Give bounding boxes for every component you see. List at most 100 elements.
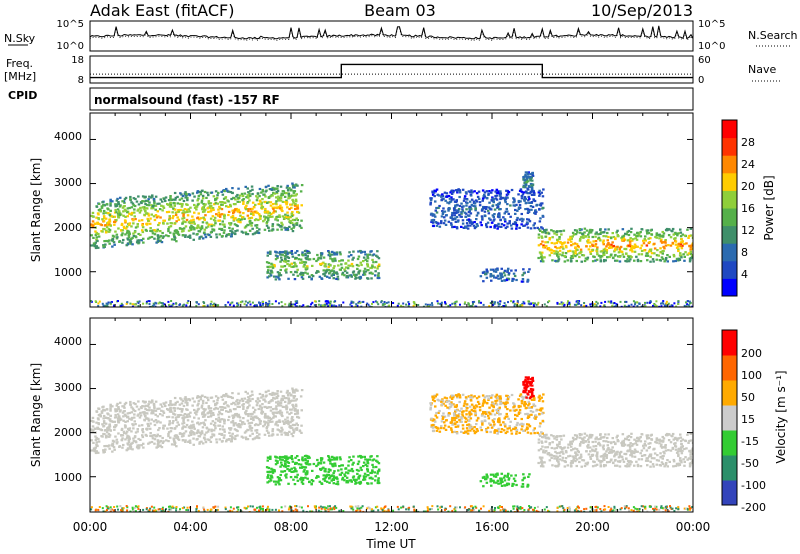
scatter-cell: [625, 252, 628, 255]
scatter-cell: [297, 459, 301, 462]
scatter-cell: [270, 212, 273, 215]
scatter-cell: [492, 274, 495, 277]
scatter-cell: [570, 240, 573, 243]
scatter-cell: [201, 221, 205, 224]
scatter-cell: [178, 432, 182, 435]
scatter-cell: [277, 195, 280, 198]
scatter-cell: [109, 200, 112, 203]
scatter-cell: [505, 278, 509, 282]
scatter-cell: [573, 229, 577, 232]
scatter-cell: [279, 430, 282, 433]
scatter-cell: [116, 212, 120, 215]
scatter-cell: [681, 244, 684, 247]
scatter-cell: [439, 222, 443, 225]
scatter-cell: [203, 302, 206, 304]
scatter-cell: [315, 476, 318, 479]
scatter-cell: [108, 428, 111, 431]
scatter-cell: [149, 422, 152, 425]
scatter-cell: [198, 423, 201, 426]
scatter-cell: [141, 400, 145, 403]
scatter-cell: [300, 184, 304, 187]
scatter-cell: [587, 238, 590, 242]
cpid-text: normalsound (fast) -157 RF: [94, 93, 280, 107]
scatter-cell: [642, 447, 646, 450]
scatter-cell: [140, 444, 143, 447]
scatter-cell: [213, 216, 217, 219]
scatter-cell: [628, 443, 631, 447]
scatter-cell: [690, 244, 693, 247]
scatter-cell: [562, 302, 565, 305]
scatter-cell: [368, 305, 371, 307]
scatter-cell: [459, 303, 461, 306]
scatter-cell: [247, 191, 250, 194]
scatter-cell: [279, 479, 283, 482]
scatter-cell: [286, 468, 289, 471]
scatter-cell: [184, 430, 188, 433]
scatter-cell: [220, 395, 223, 398]
scatter-cell: [662, 232, 666, 235]
scatter-cell: [132, 437, 135, 440]
scatter-cell: [591, 235, 594, 239]
scatter-cell: [355, 478, 358, 481]
scatter-cell: [181, 234, 185, 237]
scatter-cell: [552, 455, 556, 458]
scatter-cell: [90, 428, 93, 431]
scatter-cell: [487, 192, 490, 195]
scatter-cell: [139, 414, 143, 417]
scatter-cell: [638, 437, 641, 440]
scatter-cell: [362, 478, 365, 481]
scatter-cell: [327, 301, 330, 304]
scatter-cell: [614, 247, 617, 250]
scatter-cell: [684, 456, 687, 459]
scatter-cell: [290, 432, 293, 435]
scatter-cell: [370, 482, 373, 485]
scatter-cell: [269, 274, 273, 277]
scatter-cell: [509, 215, 512, 218]
scatter-cell: [594, 232, 597, 235]
scatter-cell: [540, 191, 543, 194]
scatter-cell: [289, 476, 293, 479]
scatter-cell: [474, 305, 477, 307]
scatter-cell: [545, 244, 548, 248]
scatter-cell: [575, 243, 579, 246]
scatter-cell: [305, 471, 308, 474]
scatter-cell: [152, 215, 156, 218]
scatter-cell: [429, 203, 432, 206]
scatter-cell: [131, 202, 135, 205]
scatter-cell: [366, 302, 369, 305]
scatter-cell: [169, 201, 172, 204]
scatter-cell: [360, 455, 364, 458]
scatter-cell: [118, 419, 121, 422]
scatter-cell: [259, 215, 262, 218]
scatter-cell: [239, 426, 242, 429]
scatter-cell: [94, 233, 98, 236]
scatter-cell: [177, 414, 180, 417]
scatter-cell: [164, 404, 167, 408]
scatter-cell: [286, 419, 290, 422]
scatter-cell: [490, 221, 494, 224]
scatter-cell: [251, 432, 254, 435]
scatter-cell: [345, 276, 348, 279]
scatter-cell: [200, 227, 204, 230]
scatter-cell: [287, 397, 291, 400]
scatter-cell: [574, 233, 578, 236]
scatter-cell: [306, 460, 309, 463]
scatter-cell: [264, 412, 267, 416]
scatter-cell: [291, 389, 295, 392]
scatter-cell: [628, 238, 631, 242]
scatter-cell: [271, 265, 274, 268]
scatter-cell: [102, 432, 105, 436]
scatter-cell: [180, 230, 184, 233]
scatter-cell: [250, 216, 254, 219]
scatter-cell: [345, 476, 349, 479]
scatter-cell: [605, 249, 609, 252]
scatter-cell: [101, 423, 104, 426]
scatter-cell: [570, 244, 573, 247]
scatter-cell: [175, 302, 178, 305]
scatter-cell: [219, 213, 222, 216]
scatter-cell: [124, 209, 128, 212]
scatter-cell: [287, 304, 290, 307]
scatter-cell: [107, 301, 110, 304]
scatter-cell: [366, 269, 369, 272]
scatter-cell: [201, 399, 205, 402]
